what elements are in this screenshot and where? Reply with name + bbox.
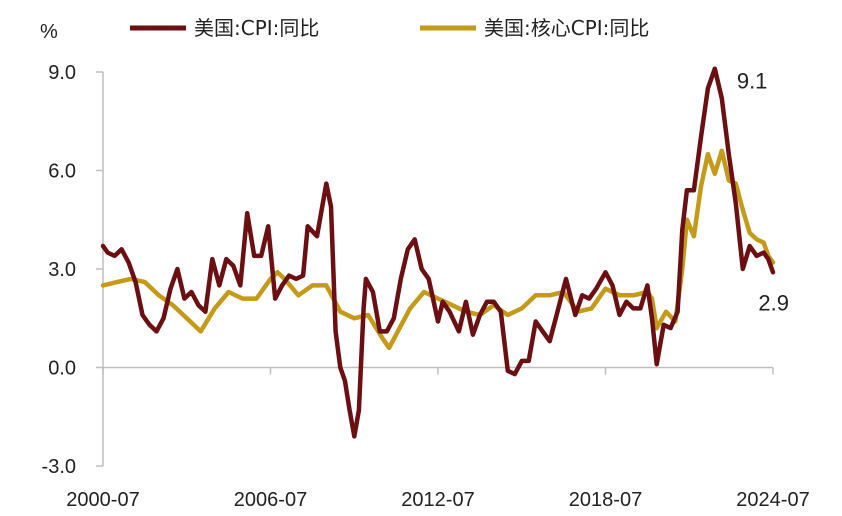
legend-label-cpi: 美国:CPI:同比 — [194, 16, 319, 40]
y-tick-label: -3.0 — [42, 456, 76, 478]
x-tick-label: 2006-07 — [234, 489, 307, 511]
y-unit-label: % — [40, 21, 58, 43]
y-tick-label: 6.0 — [48, 161, 76, 183]
series-layer — [100, 66, 776, 439]
x-tick-label: 2000-07 — [66, 489, 139, 511]
y-tick-label: 0.0 — [48, 358, 76, 380]
x-tick-label: 2012-07 — [401, 489, 474, 511]
axes: 9.0 6.0 3.0 0.0 -3.0 2000-07 2006-07 2012-07 201… — [42, 62, 810, 511]
series-line-cpi — [100, 66, 776, 439]
data-label: 2.9 — [758, 290, 789, 315]
y-tick-label: 9.0 — [48, 62, 76, 84]
legend: 美国:CPI:同比 美国:核心CPI:同比 — [130, 16, 649, 40]
x-tick-label: 2018-07 — [569, 489, 642, 511]
x-tick-label: 2024-07 — [736, 489, 809, 511]
legend-label-core-cpi: 美国:核心CPI:同比 — [484, 16, 649, 40]
annotation-layer: 9.1 2.9 — [737, 69, 789, 316]
data-label: 9.1 — [737, 69, 768, 94]
y-tick-label: 3.0 — [48, 259, 76, 281]
